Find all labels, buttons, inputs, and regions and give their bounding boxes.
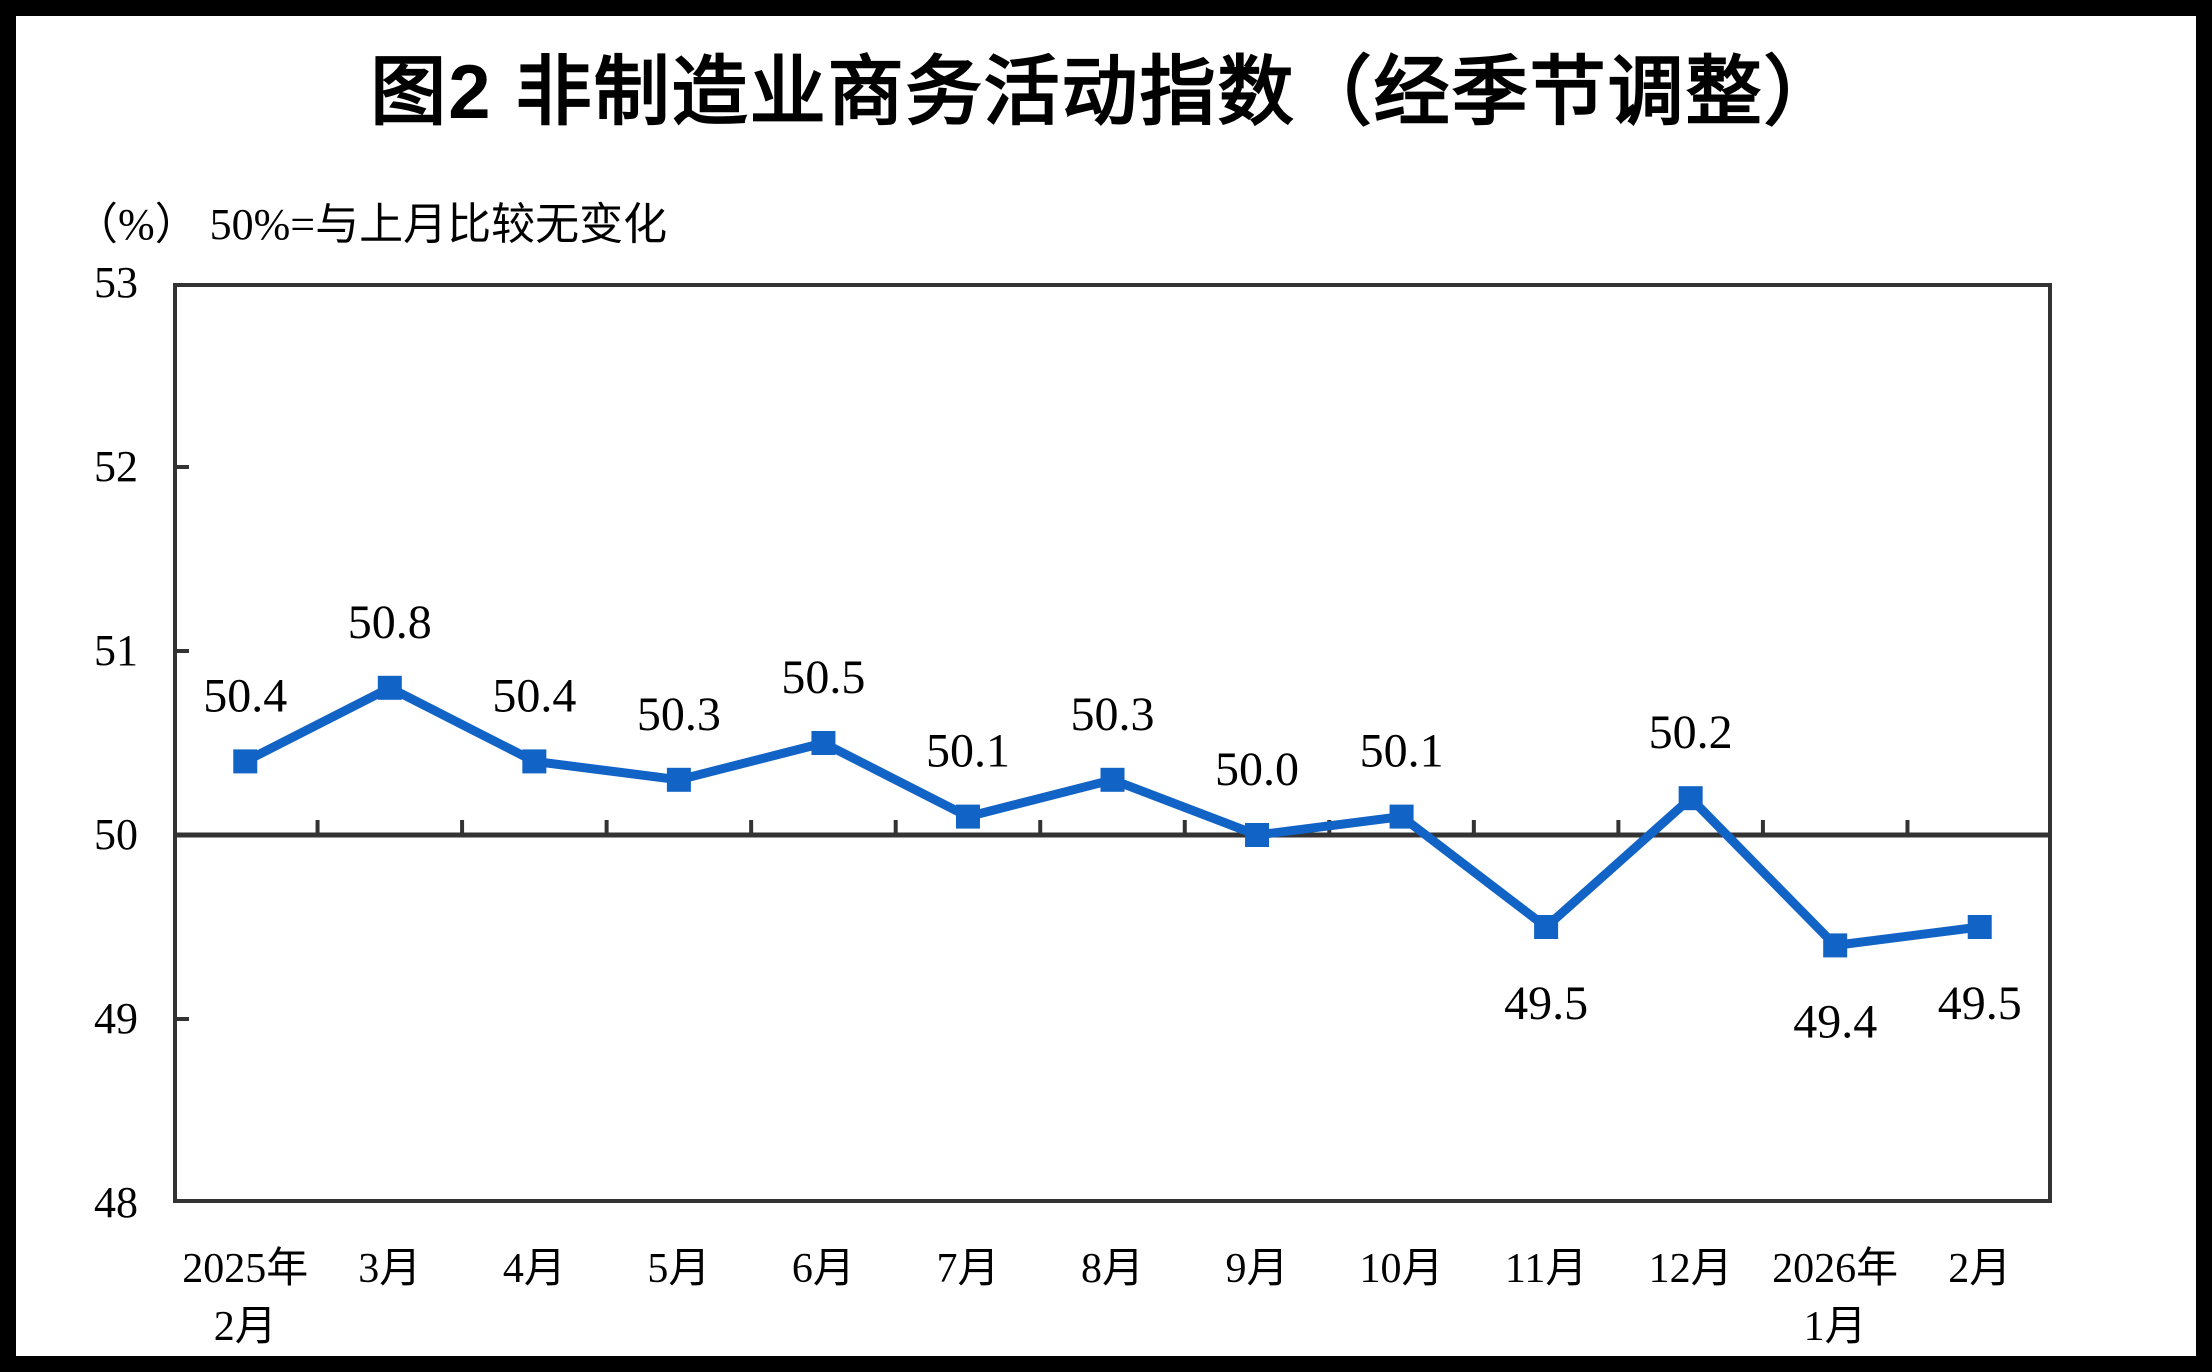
data-point-marker [522,749,547,774]
x-axis-category-label: 8月 [1080,1246,1144,1292]
data-point-marker [1678,786,1703,811]
y-axis-tick-label: 48 [94,1178,138,1227]
data-point-marker [1823,933,1848,958]
data-value-label: 50.3 [637,688,721,741]
y-axis-tick-label: 49 [94,994,138,1043]
x-axis-category-label: 11月 [1504,1246,1588,1292]
data-point-marker [1389,804,1414,829]
data-value-label: 49.5 [1504,977,1588,1030]
x-axis-category-label: 12月 [1648,1246,1733,1292]
data-value-label: 50.2 [1649,706,1733,759]
data-point-marker [1100,767,1125,792]
data-point-marker [1967,915,1992,939]
data-value-label: 49.5 [1938,977,2022,1030]
x-axis-category-label: 4月 [502,1246,566,1292]
data-point-marker [1245,823,1270,847]
data-point-marker [811,731,836,755]
data-value-label: 50.4 [203,669,287,722]
data-point-marker [1534,915,1559,939]
y-axis-tick-label: 52 [94,442,138,491]
y-axis-tick-label: 50 [94,810,138,859]
data-value-label: 50.3 [1071,688,1155,741]
data-point-marker [666,767,691,792]
data-point-marker [233,749,258,774]
y-axis-tick-label: 53 [94,258,138,307]
data-value-label: 50.8 [348,596,432,649]
data-value-label: 50.1 [926,725,1010,778]
x-axis-category-label: 3月 [358,1246,422,1292]
chart-title: 图2 非制造业商务活动指数（经季节调整） [370,50,1842,135]
data-value-label: 50.1 [1360,725,1444,778]
data-value-label: 50.4 [492,669,576,722]
y-axis-tick-label: 51 [94,626,138,675]
x-axis-category-label: 2025年 2月 [182,1246,309,1350]
axis-unit-note: （%） 50%=与上月比较无变化 [74,200,668,249]
x-axis-category-label: 5月 [647,1246,711,1292]
data-point-marker [377,675,402,700]
x-axis-category-label: 6月 [791,1246,855,1292]
x-axis-category-label: 9月 [1225,1246,1289,1292]
x-axis-category-label: 7月 [936,1246,1000,1292]
plot-area: 50.4 50.8 50.4 50.3 50.5 50.1 50.3 50.0 50.1 49.5… [173,283,2052,1203]
x-axis-category-label: 2月 [1948,1246,2012,1292]
x-axis-category-label: 10月 [1359,1246,1444,1292]
data-value-label: 50.5 [781,651,865,704]
x-axis-category-label: 2026年 1月 [1772,1246,1899,1350]
data-value-label: 49.4 [1793,995,1877,1048]
data-value-label: 50.0 [1215,743,1299,796]
data-point-marker [955,804,980,829]
plot-frame [173,283,2052,1203]
